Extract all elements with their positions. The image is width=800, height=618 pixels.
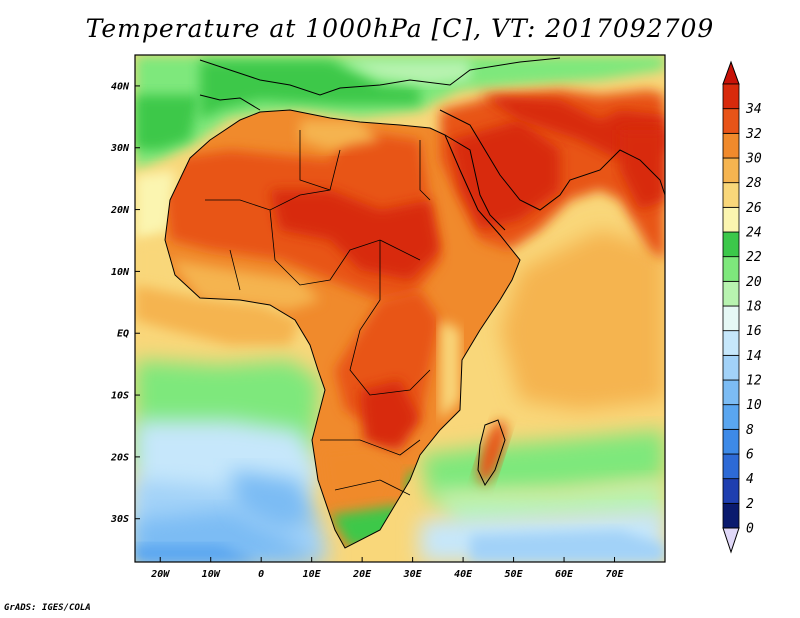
- lat-tick-label: 30S: [110, 514, 129, 525]
- lat-tick-label: 20S: [110, 452, 129, 463]
- colorbar-over-triangle: [722, 60, 740, 85]
- colorbar-level-label: 14: [746, 349, 762, 364]
- temperature-field: [135, 55, 665, 562]
- lat-tick-label: 20N: [110, 205, 130, 216]
- colorbar-level-label: 32: [745, 127, 762, 142]
- lon-tick-label: 20E: [352, 569, 372, 580]
- colorbar-level-label: 6: [746, 448, 754, 463]
- colorbar-under-triangle: [722, 527, 740, 554]
- colorbar-level-label: 30: [745, 152, 762, 167]
- colorbar-swatch: [722, 83, 740, 110]
- lon-tick-label: 20W: [150, 569, 170, 580]
- lon-tick-label: 30E: [403, 569, 423, 580]
- colorbar-swatch: [722, 206, 740, 233]
- colorbar-level-label: 16: [746, 324, 762, 339]
- colorbar-swatch: [722, 280, 740, 307]
- colorbar-swatch: [722, 182, 740, 208]
- lon-tick-label: 50E: [505, 569, 524, 580]
- colorbar-swatch: [722, 379, 740, 406]
- lat-axis: 40N 30N 20N 10N EQ 10S 20S 30S: [110, 81, 140, 525]
- coastlines: [164, 57, 665, 549]
- colorbar-level-label: 26: [746, 201, 762, 216]
- lon-tick-label: 10W: [202, 569, 221, 580]
- plot-frame: [134, 54, 666, 563]
- lat-tick-label: 30N: [110, 143, 130, 154]
- lon-axis: 20W 10W 0 10E 20E 30E 40E 50E 60E 70E: [150, 557, 625, 580]
- lon-tick-label: 60E: [555, 569, 574, 580]
- colorbar-level-label: 12: [746, 374, 762, 389]
- colorbar-level-label: 2: [746, 497, 754, 512]
- colorbar-swatch: [722, 330, 740, 356]
- colorbar-level-label: 20: [746, 275, 762, 290]
- lon-tick-label: 10E: [303, 569, 322, 580]
- colorbar-swatch: [722, 256, 740, 282]
- colorbar-level-label: 10: [746, 398, 762, 413]
- colorbar-level-label: 4: [746, 472, 754, 487]
- colorbar-level-label: 28: [746, 176, 762, 191]
- colorbar-level-label: 22: [746, 250, 762, 265]
- colorbar-swatch: [722, 231, 740, 258]
- colorbar-level-label: 24: [746, 226, 762, 241]
- colorbar-level-label: 18: [746, 300, 762, 315]
- colorbar-swatch: [722, 354, 740, 381]
- colorbar-swatch: [722, 428, 740, 455]
- lat-tick-label: 10N: [111, 267, 130, 278]
- colorbar-level-label: 34: [745, 102, 762, 117]
- colorbar-swatch: [722, 502, 740, 529]
- colorbar-swatch: [722, 305, 740, 332]
- lon-tick-label: 0: [258, 569, 264, 580]
- credit-label: GrADS: IGES/COLA: [4, 603, 91, 613]
- colorbar-level-label: 0: [746, 522, 754, 537]
- colorbar-swatch: [722, 108, 740, 134]
- colorbar-swatch: [722, 157, 740, 184]
- page-title: Temperature at 1000hPa [C], VT: 20170927…: [85, 14, 715, 43]
- lat-tick-label: 40N: [111, 81, 130, 92]
- colorbar-swatch: [722, 132, 740, 159]
- colorbar-swatch: [722, 453, 740, 480]
- colorbar-level-label: 8: [746, 423, 754, 438]
- lat-tick-label: 10S: [111, 391, 129, 402]
- lat-tick-label: EQ: [117, 329, 129, 340]
- lon-tick-label: 70E: [605, 569, 624, 580]
- colorbar-swatch: [722, 478, 740, 504]
- lon-tick-label: 40E: [454, 569, 473, 580]
- colorbar-swatch: [722, 404, 740, 430]
